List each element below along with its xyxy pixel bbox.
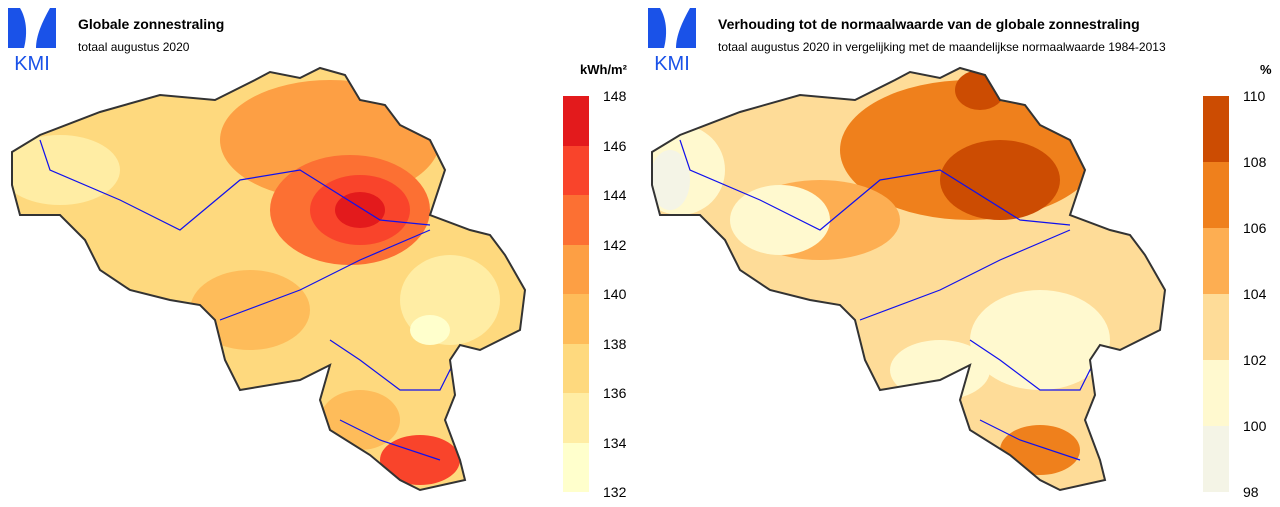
svg-text:KMI: KMI xyxy=(14,53,50,72)
legend-tick: 106 xyxy=(1243,220,1267,236)
value-zone xyxy=(335,192,385,228)
legend-tick: 134 xyxy=(603,434,627,451)
legend-unit: kWh/m² xyxy=(580,62,627,77)
legend-swatch xyxy=(563,442,589,492)
kmi-logo: KMI xyxy=(8,8,56,72)
value-zone xyxy=(320,390,400,450)
legend-tick: 138 xyxy=(603,335,627,352)
value-zone xyxy=(1000,425,1080,475)
legend-swatch xyxy=(563,294,589,344)
legend-tick: 100 xyxy=(1243,418,1267,434)
value-zone xyxy=(955,70,1005,110)
legend-tick: 146 xyxy=(603,137,627,154)
value-zone xyxy=(410,315,450,345)
legend-tick: 142 xyxy=(603,236,627,253)
value-zone xyxy=(730,185,830,255)
river xyxy=(859,229,1071,321)
value-zone xyxy=(12,135,120,205)
legend-swatch xyxy=(563,195,589,245)
panel-solar-radiation: KMI Globale zonnestraling totaal augustu… xyxy=(8,8,627,500)
map-subtitle: totaal augustus 2020 in vergelijking met… xyxy=(718,40,1166,54)
legend-tick: 98 xyxy=(1243,484,1259,500)
river xyxy=(339,419,441,461)
river xyxy=(39,139,431,231)
legend-tick: 104 xyxy=(1243,286,1267,302)
river xyxy=(329,339,461,391)
legend-tick: 132 xyxy=(603,484,627,500)
value-zone xyxy=(652,150,690,210)
panel-ratio-normal: KMI Verhouding tot de normaalwaarde van … xyxy=(640,0,1280,507)
map-subtitle: totaal augustus 2020 xyxy=(78,40,190,54)
value-zone xyxy=(970,290,1110,390)
legend-swatch xyxy=(1203,228,1229,294)
value-zone xyxy=(890,340,990,400)
legend-swatch xyxy=(1203,162,1229,228)
legend-tick: 136 xyxy=(603,385,627,401)
legend-swatch xyxy=(563,244,589,294)
map-title: Verhouding tot de normaalwaarde van de g… xyxy=(718,16,1140,32)
color-legend xyxy=(1203,96,1229,492)
legend-swatch xyxy=(563,96,589,146)
value-zone xyxy=(380,435,460,485)
river xyxy=(979,419,1081,461)
map-title: Globale zonnestraling xyxy=(78,16,225,32)
river xyxy=(969,339,1101,391)
legend-tick: 110 xyxy=(1243,88,1266,104)
svg-text:KMI: KMI xyxy=(654,53,690,72)
legend-tick: 108 xyxy=(1243,154,1267,170)
value-zone xyxy=(940,140,1060,220)
legend-tick: 102 xyxy=(1243,352,1267,368)
river xyxy=(219,229,431,321)
legend-swatch xyxy=(1203,360,1229,426)
legend-tick: 140 xyxy=(603,286,627,302)
legend-swatch xyxy=(563,145,589,195)
legend-swatch xyxy=(563,393,589,443)
kmi-logo: KMI xyxy=(648,8,696,72)
color-legend xyxy=(563,96,589,492)
legend-tick: 148 xyxy=(603,88,627,104)
legend-swatch xyxy=(1203,426,1229,492)
legend-swatch xyxy=(1203,294,1229,360)
river xyxy=(679,139,1071,231)
legend-swatch xyxy=(1203,96,1229,162)
value-zone xyxy=(190,270,310,350)
belgium-map xyxy=(11,66,527,492)
country-border xyxy=(651,66,1167,492)
country-border xyxy=(11,66,527,492)
legend-unit: % xyxy=(1260,62,1272,77)
legend-swatch xyxy=(563,343,589,393)
legend-tick: 144 xyxy=(603,187,627,203)
belgium-map xyxy=(651,66,1167,492)
